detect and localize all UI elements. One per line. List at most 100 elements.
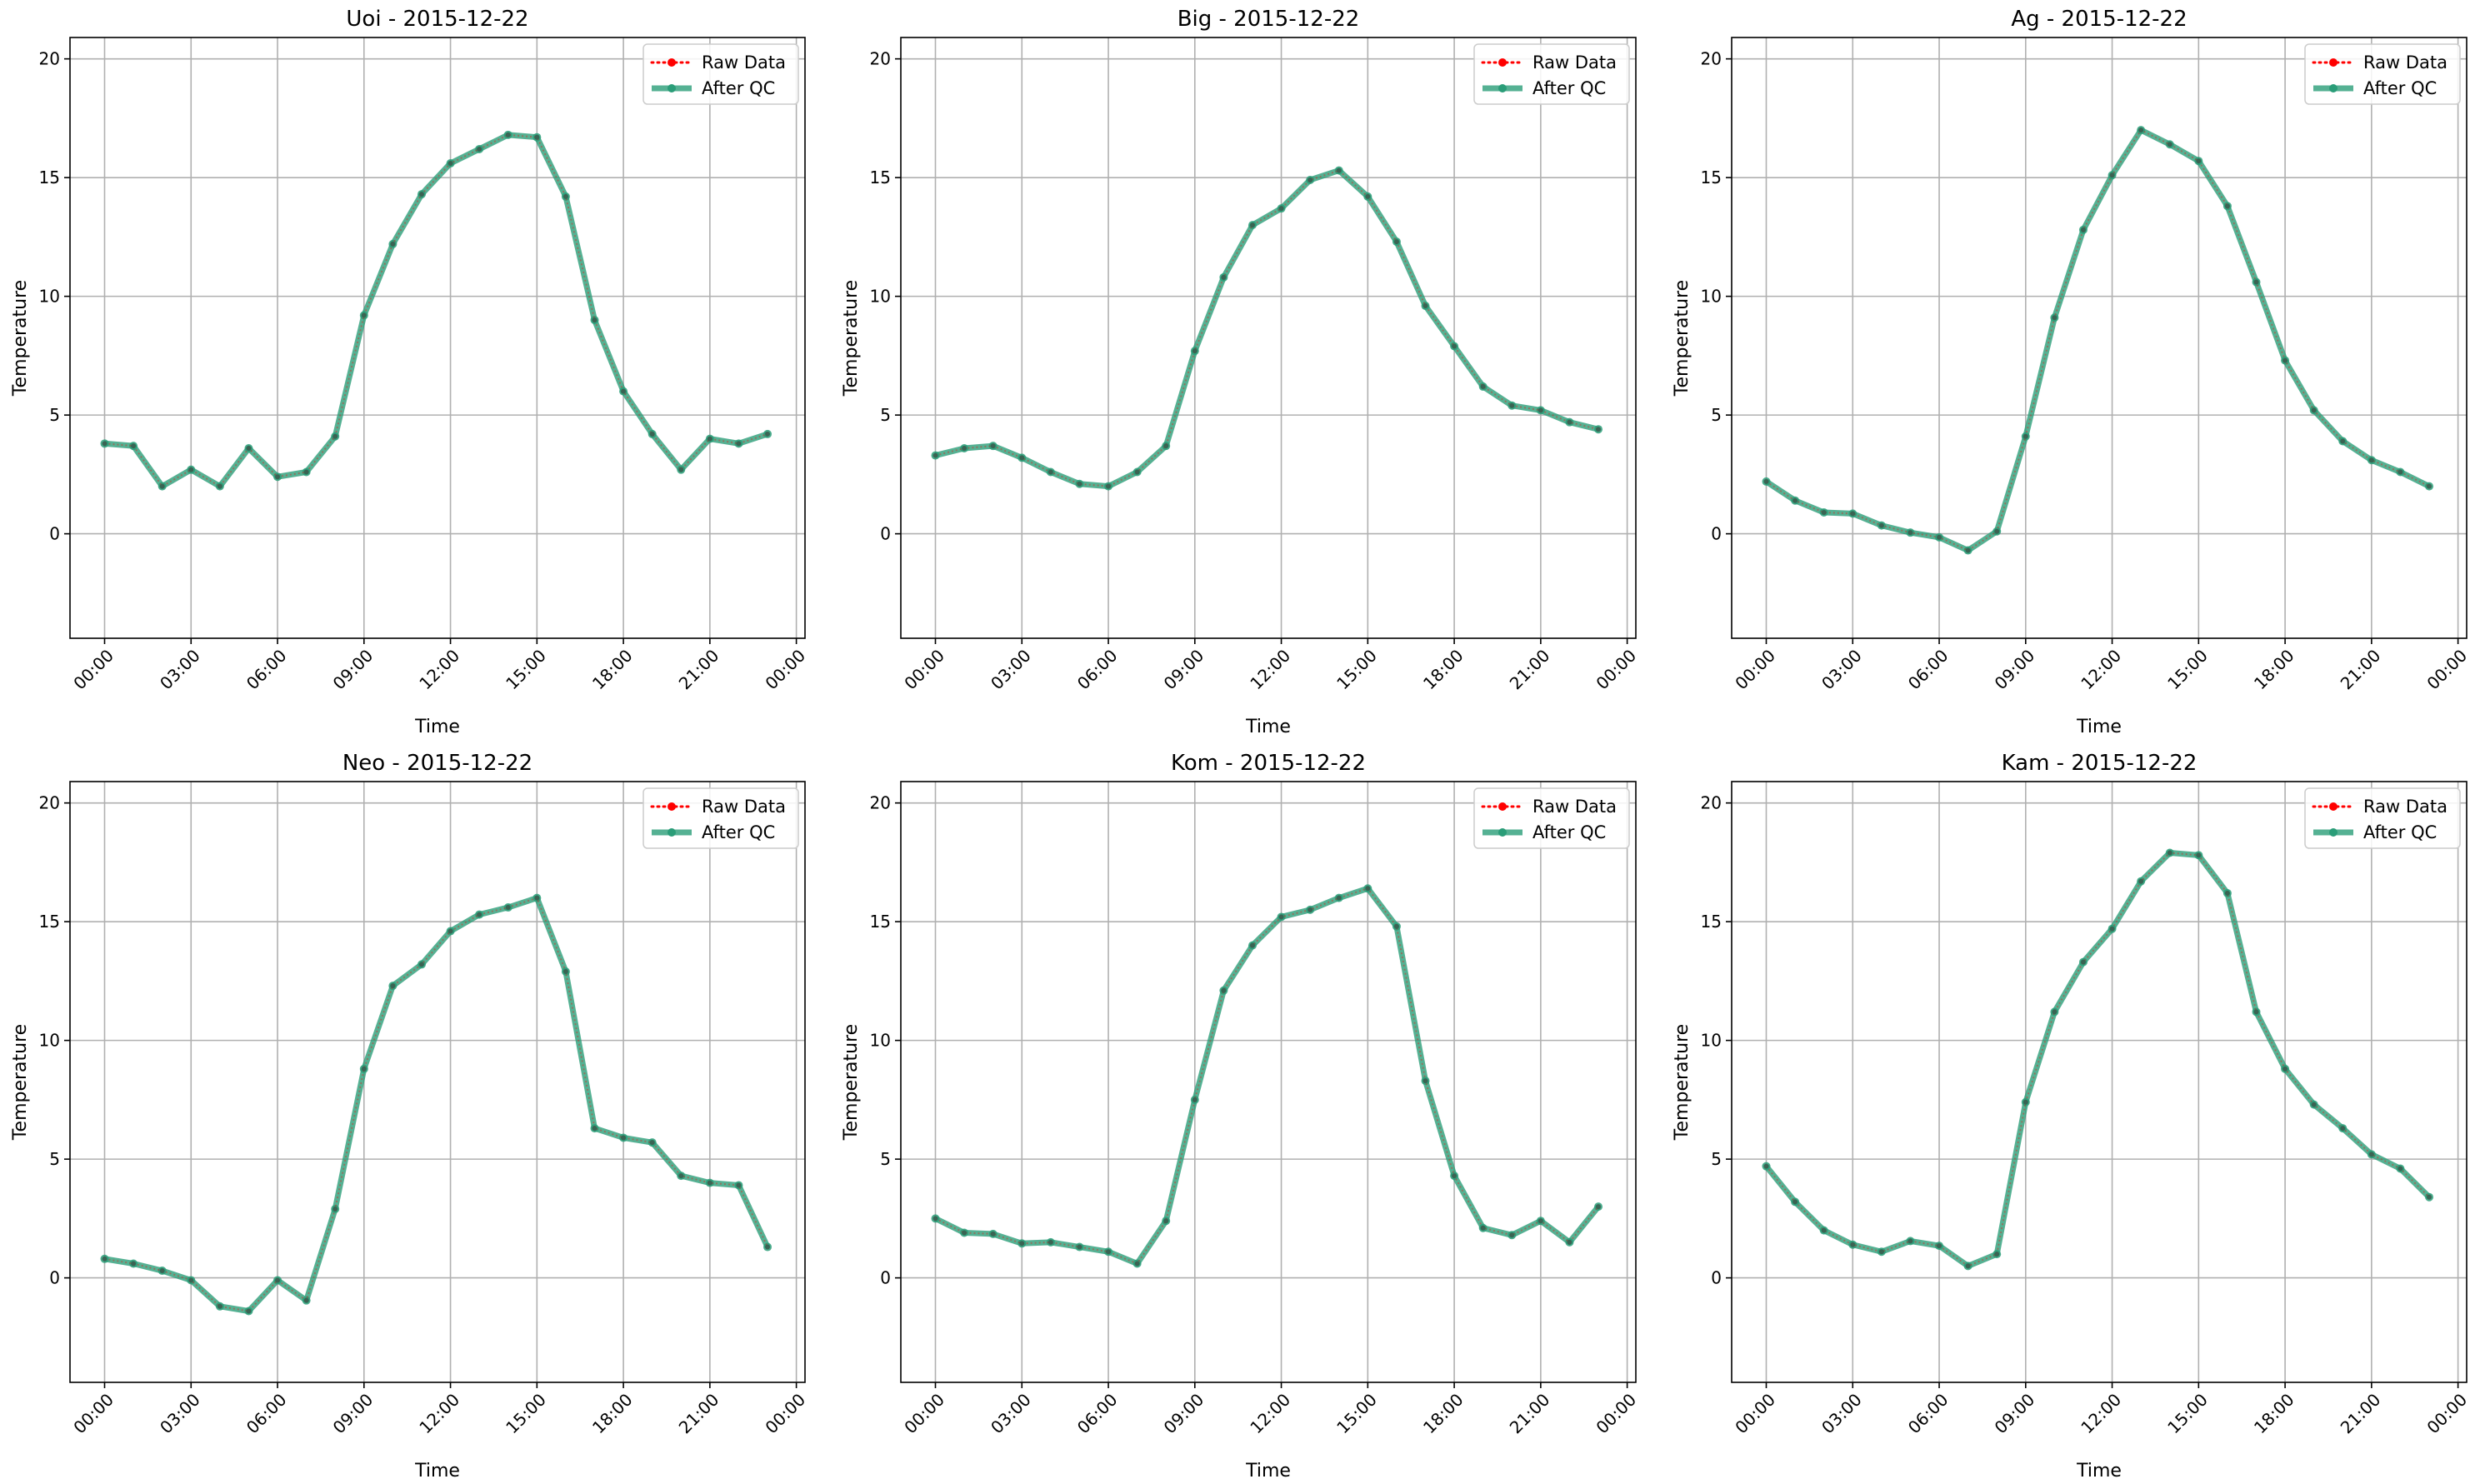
series-after-qc <box>100 130 772 491</box>
raw-data-point <box>477 912 482 917</box>
raw-data-point <box>102 1256 108 1262</box>
raw-data-point <box>1163 443 1169 449</box>
x-tick-label: 00:00 <box>2422 646 2471 694</box>
chart-title: Neo - 2015-12-22 <box>342 751 532 776</box>
legend: Raw Data After QC <box>1473 787 1630 849</box>
raw-data-point <box>1452 343 1458 349</box>
x-axis-label: Time <box>414 717 460 737</box>
y-tick-label: 15 <box>39 167 60 187</box>
raw-data-point <box>1192 348 1198 354</box>
raw-data-point <box>1965 1263 1971 1269</box>
after-qc-line <box>934 167 1599 490</box>
raw-data-point <box>562 968 568 974</box>
series-raw-data <box>932 167 1602 489</box>
x-tick-label: 03:00 <box>156 646 204 694</box>
series-raw-data <box>932 886 1602 1267</box>
x-tick-label: 18:00 <box>2250 1390 2298 1438</box>
x-tick-label: 00:00 <box>69 646 118 694</box>
x-tick-label: 03:00 <box>156 1390 204 1438</box>
x-tick-label: 15:00 <box>2163 1390 2212 1438</box>
raw-data-point <box>1019 1241 1025 1247</box>
raw-data-point <box>2196 852 2202 858</box>
raw-data-point <box>1763 1163 1769 1169</box>
x-tick-label: 09:00 <box>1160 646 1208 694</box>
y-tick-label: 15 <box>870 912 891 932</box>
x-tick-label: 12:00 <box>1246 1390 1294 1438</box>
x-axis-label: Time <box>2076 717 2122 737</box>
x-tick-label: 00:00 <box>1731 1390 1779 1438</box>
raw-data-line <box>1765 852 2430 1267</box>
legend: Raw Data After QC <box>1473 43 1630 105</box>
raw-data-point <box>1106 483 1112 489</box>
raw-data-point <box>1821 509 1827 515</box>
y-tick-label: 20 <box>870 49 891 69</box>
raw-data-point <box>1850 1242 1856 1247</box>
y-tick-label: 0 <box>49 1268 60 1288</box>
raw-data-point <box>2196 158 2202 164</box>
x-tick-label: 09:00 <box>329 646 378 694</box>
legend-raw-data-marker <box>2329 58 2338 67</box>
legend-raw-data-label: Raw Data <box>1532 797 1617 817</box>
raw-data-line <box>935 169 1599 487</box>
x-tick-label: 12:00 <box>415 1390 463 1438</box>
raw-data-point <box>1278 914 1284 920</box>
y-tick-label: 0 <box>880 1268 891 1288</box>
subplot-4: 0 5 10 15 20 00:00 03:00 06:00 09:00 12:00 15:00 18… <box>10 751 809 1482</box>
x-tick-label: 00:00 <box>1592 1390 1640 1438</box>
x-tick-label: 21:00 <box>675 646 723 694</box>
y-tick-label: 15 <box>1701 167 1722 187</box>
x-tick-label: 18:00 <box>588 1390 637 1438</box>
x-tick-label: 09:00 <box>1991 646 2039 694</box>
series-after-qc <box>931 166 1603 491</box>
raw-data-point <box>188 467 194 472</box>
raw-data-point <box>418 192 424 197</box>
legend-after-qc-label: After QC <box>1532 78 1606 98</box>
raw-data-point <box>932 452 938 458</box>
x-tick-label: 03:00 <box>1818 1390 1866 1438</box>
raw-data-point <box>2224 203 2230 209</box>
raw-data-point <box>2340 438 2346 444</box>
raw-data-point <box>1509 402 1515 408</box>
plot-frame <box>900 781 1637 1383</box>
y-axis-label: Temperature <box>10 280 31 397</box>
raw-data-point <box>592 317 598 323</box>
x-tick-label: 06:00 <box>242 646 291 694</box>
raw-data-point <box>2080 227 2086 232</box>
raw-data-point <box>217 1303 222 1309</box>
series-raw-data <box>1763 127 2432 553</box>
x-tick-label: 15:00 <box>502 646 550 694</box>
raw-data-point <box>1393 923 1399 929</box>
raw-data-point <box>736 441 742 447</box>
raw-data-point <box>102 441 108 447</box>
raw-data-point <box>2080 959 2086 965</box>
gridlines <box>901 782 1636 1382</box>
y-tick-label: 5 <box>1711 405 1722 425</box>
raw-data-point <box>1336 895 1342 901</box>
x-tick-label: 06:00 <box>1904 1390 1952 1438</box>
raw-data-point <box>505 132 511 137</box>
x-tick-label: 12:00 <box>2077 1390 2125 1438</box>
after-qc-line <box>1764 127 2431 554</box>
raw-data-point <box>2138 878 2144 884</box>
after-qc-line <box>1763 849 2432 1269</box>
subplot-6: 0 5 10 15 20 00:00 03:00 06:00 09:00 12:00 15:00 18… <box>1672 751 2471 1482</box>
y-tick-label: 20 <box>39 793 60 813</box>
raw-data-point <box>477 146 482 152</box>
x-tick-label: 15:00 <box>1332 1390 1381 1438</box>
raw-data-point <box>1480 1225 1486 1231</box>
raw-data-point <box>2253 279 2259 285</box>
x-axis-label: Time <box>1245 1461 1291 1482</box>
y-axis-label: Temperature <box>1672 1024 1692 1141</box>
x-tick-label: 15:00 <box>2163 646 2212 694</box>
x-tick-label: 12:00 <box>2077 646 2125 694</box>
raw-data-point <box>1077 1244 1082 1250</box>
y-tick-label: 5 <box>49 1149 60 1169</box>
raw-data-point <box>707 436 712 442</box>
y-tick-label: 15 <box>39 912 60 932</box>
raw-data-point <box>678 467 684 472</box>
x-tick-label: 00:00 <box>761 646 809 694</box>
raw-data-point <box>159 1268 165 1274</box>
raw-data-point <box>1278 206 1284 212</box>
raw-data-point <box>2368 1152 2374 1157</box>
